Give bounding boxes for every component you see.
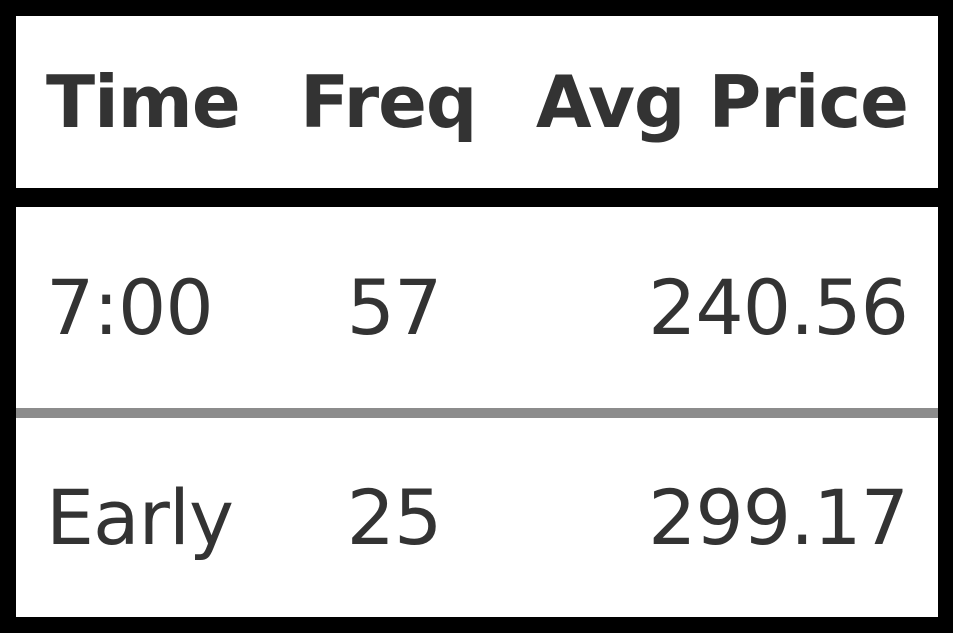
table-row: Early 25 299.17: [16, 418, 938, 617]
header-avg-price: Avg Price: [535, 60, 909, 144]
header-freq: Freq: [300, 60, 477, 144]
header-time: Time: [46, 60, 241, 144]
cell-freq: 57: [346, 262, 443, 352]
row-divider: [16, 408, 938, 418]
table-header-row: Time Freq Avg Price: [16, 16, 938, 188]
cell-avg-price: 299.17: [648, 472, 909, 562]
cell-time: 7:00: [46, 262, 214, 352]
cell-freq: 25: [346, 472, 443, 562]
table-row: 7:00 57 240.56: [16, 207, 938, 408]
cell-avg-price: 240.56: [648, 262, 909, 352]
cell-time: Early: [46, 472, 234, 562]
